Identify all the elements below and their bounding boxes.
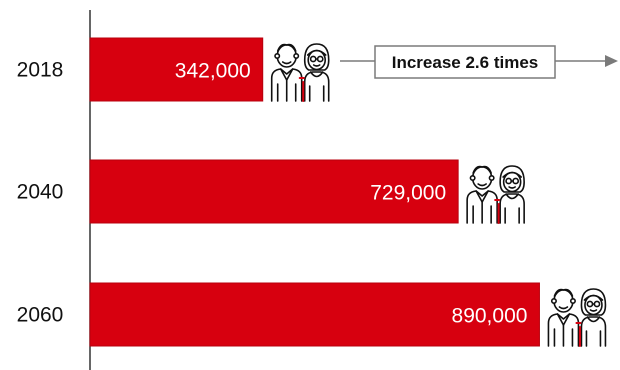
value-label-2060: 890,000 — [452, 305, 528, 328]
elderly-couple-icon — [547, 288, 607, 347]
icons-group — [270, 43, 607, 347]
annotation-box — [374, 45, 556, 79]
value-label-2018: 342,000 — [175, 60, 251, 83]
bar-2060 — [89, 282, 540, 347]
y-tick-label-2040: 2040 — [17, 181, 64, 204]
bar-2040 — [89, 159, 459, 224]
annotation-text: Increase 2.6 times — [392, 53, 538, 72]
value-labels-group: 342,000 729,000 890,000 — [175, 60, 528, 328]
elderly-couple-icon — [466, 165, 525, 224]
tick-labels-group: 2018 2040 2060 — [17, 59, 64, 327]
y-tick-label-2060: 2060 — [17, 304, 64, 327]
y-tick-label-2018: 2018 — [17, 59, 64, 82]
annotation-arrowhead — [605, 55, 618, 67]
bars-group — [89, 37, 540, 347]
annotation-group: Increase 2.6 times — [340, 45, 618, 79]
elderly-couple-icon — [270, 43, 330, 102]
value-label-2040: 729,000 — [370, 182, 446, 205]
bar-2018 — [89, 37, 264, 102]
